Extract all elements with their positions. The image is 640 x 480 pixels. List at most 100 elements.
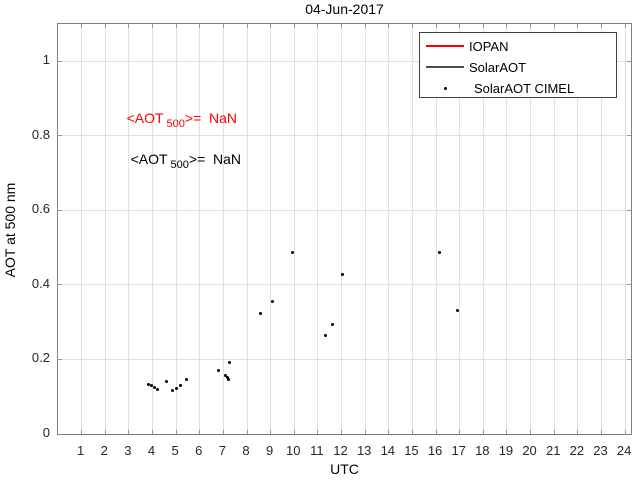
x-tick-label: 1 bbox=[77, 443, 85, 458]
annotation-solaraot-mean: <AOT 500>= NaN bbox=[115, 135, 241, 185]
x-tick-mark bbox=[270, 430, 272, 434]
x-tick-mark bbox=[317, 430, 319, 434]
x-tick-mark bbox=[482, 24, 484, 28]
data-point bbox=[438, 250, 442, 254]
x-tick-mark bbox=[175, 24, 177, 28]
annotation-subscript: 500 bbox=[166, 118, 185, 130]
x-tick-label: 14 bbox=[380, 443, 396, 458]
x-gridline bbox=[435, 24, 437, 434]
annotation-text: >= NaN bbox=[184, 110, 238, 126]
y-tick-mark bbox=[627, 135, 631, 137]
x-tick-mark bbox=[341, 24, 343, 28]
data-point bbox=[340, 272, 344, 276]
annotation-text: <AOT bbox=[126, 110, 164, 126]
y-gridline bbox=[58, 135, 631, 137]
x-gridline bbox=[246, 24, 248, 434]
x-tick-label: 24 bbox=[616, 443, 632, 458]
x-tick-mark bbox=[128, 24, 130, 28]
x-tick-label: 19 bbox=[498, 443, 514, 458]
x-tick-mark bbox=[577, 430, 579, 434]
x-tick-label: 7 bbox=[218, 443, 226, 458]
annotation-text: <AOT bbox=[130, 151, 168, 167]
x-tick-mark bbox=[624, 24, 626, 28]
annotation-text: >= NaN bbox=[188, 151, 242, 167]
x-gridline bbox=[506, 24, 508, 434]
legend-label: IOPAN bbox=[469, 38, 509, 54]
x-gridline bbox=[81, 24, 83, 434]
x-gridline bbox=[222, 24, 224, 434]
x-axis-label: UTC bbox=[330, 461, 359, 477]
data-point bbox=[152, 385, 156, 389]
x-gridline bbox=[128, 24, 130, 434]
x-gridline bbox=[104, 24, 106, 434]
legend-entry-iopan: IOPAN bbox=[420, 36, 616, 56]
x-tick-mark bbox=[175, 430, 177, 434]
x-tick-label: 15 bbox=[404, 443, 419, 458]
y-tick-label: 0.8 bbox=[31, 126, 50, 142]
legend-entry-solaraot: SolarAOT bbox=[420, 57, 616, 77]
y-tick-mark bbox=[627, 284, 631, 286]
data-point bbox=[225, 375, 229, 379]
legend-label: SolarAOT CIMEL bbox=[474, 80, 575, 96]
data-point bbox=[179, 384, 183, 388]
x-tick-mark bbox=[199, 430, 201, 434]
data-point bbox=[455, 308, 459, 312]
x-tick-mark bbox=[104, 430, 106, 434]
x-gridline bbox=[341, 24, 343, 434]
x-tick-mark bbox=[530, 430, 532, 434]
y-gridline bbox=[58, 60, 631, 62]
data-point bbox=[330, 323, 334, 327]
x-tick-mark bbox=[624, 430, 626, 434]
data-point bbox=[271, 300, 275, 304]
y-tick-label: 0 bbox=[42, 425, 50, 440]
x-tick-mark bbox=[341, 430, 343, 434]
x-tick-label: 3 bbox=[124, 443, 132, 458]
legend-entry-solaraot-cimel: SolarAOT CIMEL bbox=[420, 78, 616, 98]
x-gridline bbox=[411, 24, 413, 434]
x-tick-mark bbox=[388, 24, 390, 28]
x-gridline bbox=[600, 24, 602, 434]
x-tick-mark bbox=[364, 430, 366, 434]
x-tick-label: 8 bbox=[242, 443, 250, 458]
x-tick-label: 4 bbox=[147, 443, 156, 458]
x-tick-mark bbox=[506, 430, 508, 434]
x-tick-label: 17 bbox=[451, 443, 466, 458]
y-tick-mark bbox=[58, 60, 62, 62]
x-tick-mark bbox=[364, 24, 366, 28]
y-tick-mark bbox=[58, 135, 62, 137]
y-tick-label: 0.2 bbox=[31, 350, 50, 366]
y-tick-label: 1 bbox=[42, 52, 50, 68]
x-tick-mark bbox=[459, 430, 461, 434]
y-axis-label: AOT at 500 nm bbox=[2, 182, 18, 278]
x-tick-mark bbox=[459, 24, 461, 28]
x-tick-mark bbox=[553, 24, 555, 28]
x-tick-label: 2 bbox=[100, 443, 108, 458]
x-tick-mark bbox=[506, 24, 508, 28]
y-gridline bbox=[58, 284, 631, 286]
legend-box: IOPAN SolarAOT SolarAOT CIMEL bbox=[419, 32, 617, 98]
x-tick-mark bbox=[81, 430, 83, 434]
y-tick-mark bbox=[627, 358, 631, 360]
data-point bbox=[185, 378, 189, 382]
annotation-iopan-mean: <AOT 500>= NaN bbox=[111, 94, 237, 144]
x-tick-mark bbox=[530, 24, 532, 28]
x-tick-label: 6 bbox=[195, 443, 203, 458]
data-point bbox=[150, 384, 154, 388]
x-tick-label: 11 bbox=[310, 443, 324, 458]
x-tick-mark bbox=[270, 24, 272, 28]
x-tick-mark bbox=[128, 430, 130, 434]
x-tick-label: 9 bbox=[266, 443, 274, 458]
x-gridline bbox=[364, 24, 366, 434]
x-tick-mark bbox=[435, 24, 437, 28]
x-gridline bbox=[199, 24, 201, 434]
x-tick-mark bbox=[199, 24, 201, 28]
x-tick-mark bbox=[600, 430, 602, 434]
data-point bbox=[156, 387, 160, 391]
dot-marker-sample-icon bbox=[426, 86, 464, 90]
x-tick-label: 5 bbox=[171, 443, 179, 458]
y-gridline bbox=[58, 358, 631, 360]
legend-label: SolarAOT bbox=[469, 59, 527, 75]
y-tick-mark bbox=[58, 209, 62, 211]
x-tick-mark bbox=[317, 24, 319, 28]
x-tick-mark bbox=[152, 24, 153, 28]
